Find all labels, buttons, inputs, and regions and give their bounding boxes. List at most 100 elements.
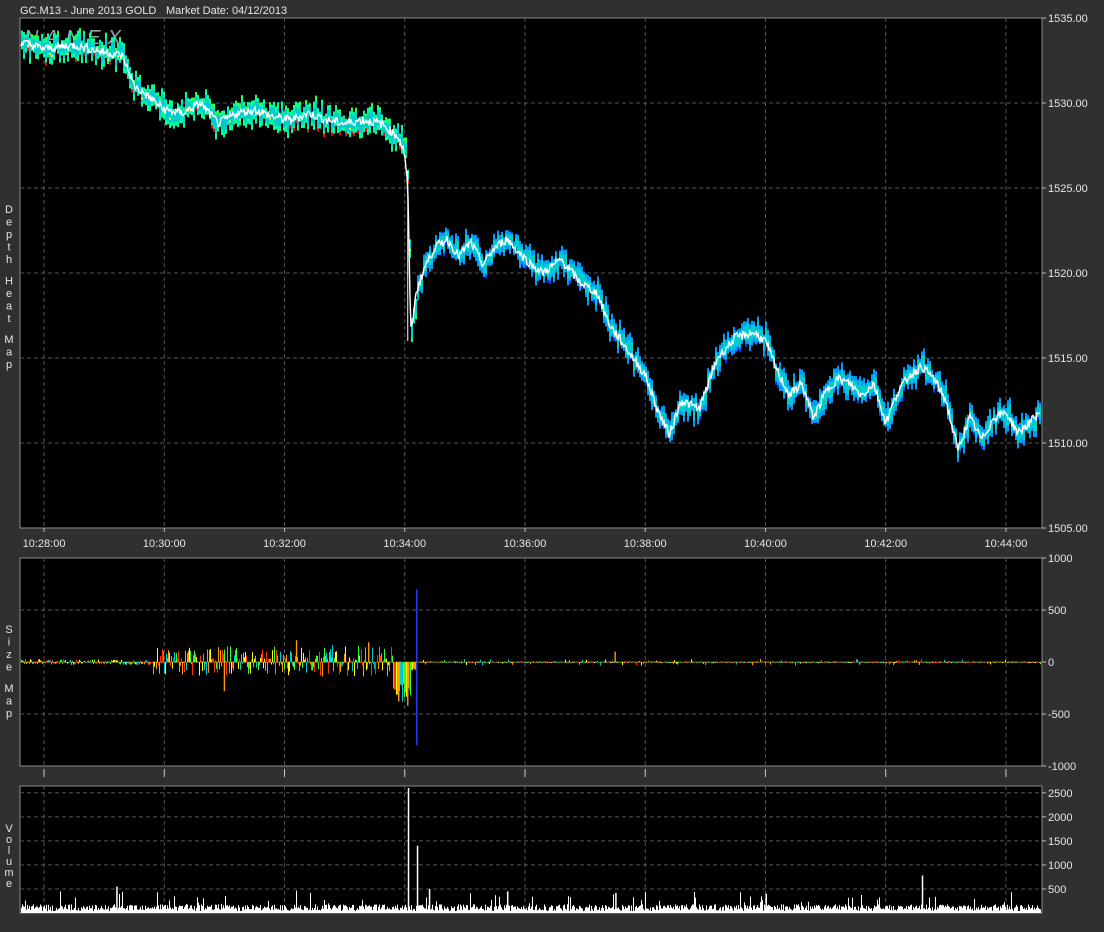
size-bar <box>990 662 991 665</box>
size-bar <box>900 662 901 663</box>
size-bar <box>375 662 376 675</box>
volume-bar <box>363 906 364 913</box>
volume-bar <box>642 904 643 913</box>
heat-bar-warm <box>239 118 241 121</box>
heat-bar-bid <box>315 95 317 99</box>
size-bar <box>408 662 409 688</box>
volume-bar <box>64 907 65 913</box>
size-bar <box>43 661 44 663</box>
volume-bar <box>1011 892 1012 913</box>
size-bar <box>829 662 830 663</box>
volume-bar <box>437 906 438 913</box>
size-bar <box>614 661 615 663</box>
volume-bar <box>814 905 815 913</box>
size-bar <box>159 662 160 674</box>
volume-bar <box>769 905 770 913</box>
heat-bar-mid <box>845 379 847 395</box>
size-bar <box>570 662 571 663</box>
volume-bar <box>425 908 426 913</box>
heat-bar-mid <box>355 112 357 128</box>
heat-bar-ask <box>83 52 85 56</box>
volume-bar <box>1030 908 1031 913</box>
volume-bar <box>549 907 550 913</box>
size-bar <box>1027 662 1028 663</box>
size-bar <box>975 661 976 663</box>
size-bar <box>451 662 452 663</box>
heat-bar-bid <box>191 97 193 101</box>
volume-bar <box>571 909 572 913</box>
size-bar <box>490 659 491 663</box>
size-bar <box>1028 662 1029 663</box>
size-bar <box>403 662 404 684</box>
size-bar <box>327 658 328 663</box>
heat-bar-mid <box>189 101 191 111</box>
size-bar <box>77 662 78 663</box>
size-bar <box>585 662 586 663</box>
volume-bar <box>103 909 104 913</box>
volume-bar <box>992 910 993 913</box>
volume-bar <box>690 908 691 913</box>
volume-bar <box>1010 909 1011 913</box>
size-bar <box>654 661 655 663</box>
size-bar <box>567 662 568 663</box>
size-bar <box>727 661 728 663</box>
heat-bar-bid <box>173 109 175 113</box>
volume-bar <box>627 907 628 913</box>
volume-bar <box>416 905 417 913</box>
heat-bar-mid <box>901 382 903 397</box>
heat-bar-mid <box>991 422 993 433</box>
size-bar <box>767 661 768 663</box>
size-bar <box>305 657 306 663</box>
volume-bar <box>820 908 821 913</box>
volume-bar <box>611 908 612 913</box>
volume-bar <box>56 907 57 913</box>
heat-bar-warm <box>349 127 351 130</box>
size-bar <box>482 662 483 666</box>
heat-bar-bid <box>73 36 75 40</box>
heat-bar-mid <box>405 143 407 156</box>
heat-bar-ask <box>211 125 213 129</box>
heat-bar-mid <box>681 399 683 412</box>
volume-bar <box>876 906 877 913</box>
volume-bar <box>194 905 195 913</box>
heat-bar-ask <box>195 107 197 111</box>
size-bar <box>550 661 551 663</box>
volume-bar <box>927 909 928 913</box>
volume-bar <box>778 908 779 913</box>
volume-bar <box>988 908 989 913</box>
volume-bar <box>893 905 894 913</box>
volume-bar <box>816 905 817 913</box>
heat-bar-mid <box>777 370 779 383</box>
heat-bar-mid <box>257 101 259 111</box>
volume-bar <box>189 908 190 913</box>
size-bar <box>79 659 80 663</box>
volume-bar <box>621 910 622 913</box>
size-bar <box>518 661 519 663</box>
volume-bar <box>909 906 910 913</box>
volume-bar <box>498 906 499 913</box>
size-bar <box>339 662 340 675</box>
size-bar <box>525 662 526 663</box>
volume-bar <box>850 907 851 913</box>
heat-bar-mid <box>875 377 877 392</box>
heat-bar-mid <box>267 114 269 125</box>
size-bar <box>599 661 600 663</box>
size-bar <box>330 648 331 663</box>
heat-bar-mid <box>353 115 355 130</box>
heat-bar-ask <box>827 398 829 402</box>
volume-bar <box>811 908 812 913</box>
size-bar <box>157 647 158 663</box>
volume-bar <box>391 909 392 913</box>
volume-bar <box>729 909 730 913</box>
volume-bar <box>87 906 88 913</box>
volume-bar <box>652 907 653 913</box>
volume-bar <box>672 908 673 913</box>
volume-bar <box>138 909 139 913</box>
heat-bar-mid <box>415 301 417 314</box>
volume-bar <box>338 906 339 913</box>
size-bar <box>956 662 957 663</box>
volume-spike <box>416 845 419 913</box>
size-bar <box>636 662 637 666</box>
size-bar <box>539 661 540 663</box>
volume-bar <box>844 907 845 913</box>
